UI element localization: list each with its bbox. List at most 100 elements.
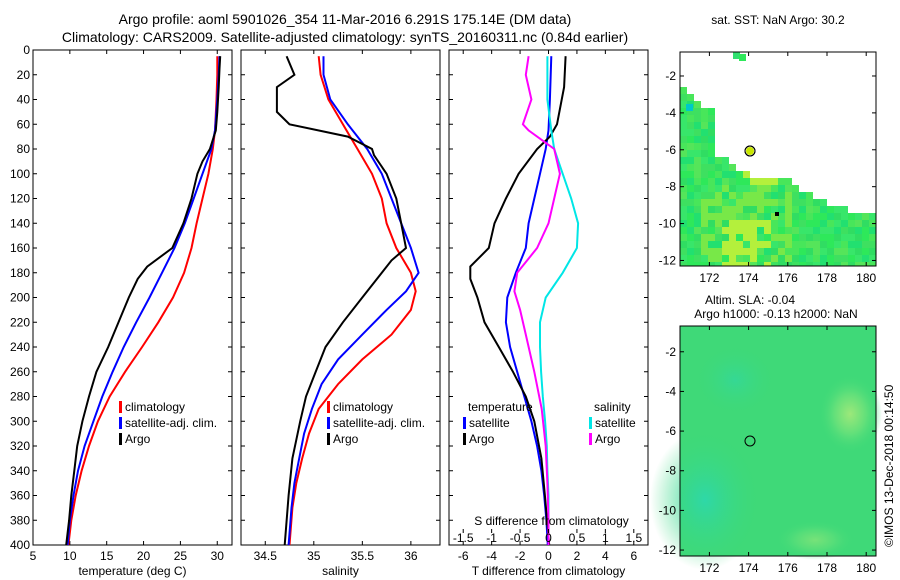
- legend-label: climatology: [125, 400, 185, 414]
- sst-cell: [708, 108, 715, 115]
- sst-cell: [785, 178, 792, 185]
- depth-tick-label: 160: [10, 241, 30, 255]
- sla-map-title2: Argo h1000: -0.13 h2000: NaN: [694, 307, 857, 321]
- depth-tick-label: 120: [10, 192, 30, 206]
- sst-cell: [841, 255, 848, 262]
- sst-cell: [778, 255, 785, 262]
- sst-cell: [841, 220, 848, 227]
- sst-cell: [778, 234, 785, 241]
- argo-location-marker-sla: [744, 435, 756, 447]
- depth-tick-label: 380: [10, 513, 30, 527]
- x-axis-label: temperature (deg C): [78, 564, 186, 578]
- sst-cell: [701, 171, 708, 178]
- sst-cell: [722, 220, 729, 227]
- sst-cell: [743, 171, 750, 178]
- sst-cell: [708, 129, 715, 136]
- sst-cell: [820, 248, 827, 255]
- series-line-climatology: [288, 56, 417, 546]
- sst-cell: [722, 164, 729, 171]
- sst-cell: [736, 255, 743, 262]
- sst-map-lon-label: 180: [856, 271, 876, 285]
- sla-high-region: [775, 520, 855, 560]
- sst-cell: [855, 234, 862, 241]
- sst-cell: [687, 192, 694, 199]
- sst-cell: [694, 157, 701, 164]
- sst-cell: [701, 255, 708, 262]
- sst-cell: [701, 136, 708, 143]
- sst-map-lat-label: -4: [665, 106, 676, 120]
- sst-cell: [680, 227, 687, 234]
- sst-cell: [701, 248, 708, 255]
- sst-cell: [778, 178, 785, 185]
- sst-cell: [834, 241, 841, 248]
- sst-cell: [729, 220, 736, 227]
- sst-cell: [736, 178, 743, 185]
- sst-cell: [680, 234, 687, 241]
- sla-map-lon-label: 176: [778, 561, 798, 575]
- sst-cell: [729, 206, 736, 213]
- sal-tick-label: 0.5: [569, 531, 586, 545]
- legend-label: satellite: [469, 416, 510, 430]
- sst-cell: [750, 206, 757, 213]
- sst-cell: [680, 101, 687, 108]
- sla-map-lat-label: -2: [665, 345, 676, 359]
- sst-cell: [799, 213, 806, 220]
- sst-cell: [848, 234, 855, 241]
- sst-cell: [729, 178, 736, 185]
- sst-cell: [841, 227, 848, 234]
- legend-label: satellite-adj. clim.: [125, 416, 217, 430]
- sst-cell: [694, 220, 701, 227]
- sst-cell: [701, 115, 708, 122]
- sst-cell: [680, 192, 687, 199]
- sst-cell: [694, 164, 701, 171]
- legend-label: satellite: [595, 416, 636, 430]
- depth-tick-label: 140: [10, 216, 30, 230]
- legend-swatch: [119, 401, 122, 413]
- sst-cell: [680, 248, 687, 255]
- sst-map-lat-label: -2: [665, 69, 676, 83]
- sst-cell: [687, 122, 694, 129]
- sst-cell: [687, 255, 694, 262]
- sst-cell: [694, 178, 701, 185]
- sst-cell: [827, 241, 834, 248]
- sst-cell: [806, 255, 813, 262]
- depth-tick-label: 360: [10, 489, 30, 503]
- sst-cell: [841, 241, 848, 248]
- sst-cell: [680, 94, 687, 101]
- sst-cell: [708, 185, 715, 192]
- sst-cell: [771, 192, 778, 199]
- sla-low-region: [650, 430, 760, 570]
- sst-cell: [708, 143, 715, 150]
- sst-cell: [862, 262, 869, 266]
- sst-cell: [757, 213, 764, 220]
- sst-cell: [722, 192, 729, 199]
- sst-cell: [764, 178, 771, 185]
- sst-cell: [820, 255, 827, 262]
- sst-cell: [869, 227, 876, 234]
- legend-label: Argo: [595, 432, 621, 446]
- sst-cell: [806, 227, 813, 234]
- x-tick-label: -2: [515, 549, 526, 563]
- sst-cell: [764, 241, 771, 248]
- sst-cell: [834, 220, 841, 227]
- sst-map-lon-label: 176: [778, 271, 798, 285]
- sst-cell: [708, 150, 715, 157]
- sst-cell: [771, 234, 778, 241]
- sst-map: [679, 51, 877, 267]
- sst-cell: [694, 101, 701, 108]
- sst-cell: [806, 192, 813, 199]
- island-marker: [775, 212, 779, 216]
- sst-cell: [757, 255, 764, 262]
- sst-cell: [736, 227, 743, 234]
- sst-cell: [701, 192, 708, 199]
- sst-cell: [750, 199, 757, 206]
- depth-tick-label: 220: [10, 315, 30, 329]
- sst-cell: [806, 241, 813, 248]
- legend-swatch: [327, 433, 330, 445]
- sst-cell: [869, 213, 876, 220]
- sst-cell: [680, 206, 687, 213]
- sst-cell: [757, 220, 764, 227]
- sst-cell: [813, 199, 820, 206]
- sst-map-axes: -2 -4 -6 -8 -10 -12 172 174 176 178 180: [659, 51, 877, 285]
- sst-cell: [722, 206, 729, 213]
